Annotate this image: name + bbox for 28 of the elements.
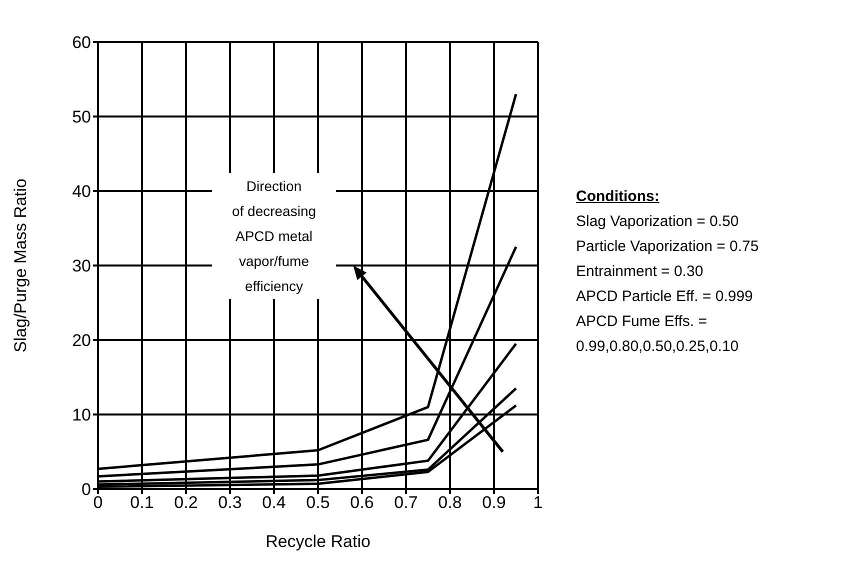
x-axis-title: Recycle Ratio (266, 532, 370, 551)
y-tick-label: 40 (72, 182, 91, 202)
x-tick-label: 0.4 (262, 493, 286, 512)
x-tick-label: 0 (93, 493, 103, 512)
x-tick-label: 0.9 (482, 493, 506, 512)
y-tick-label: 10 (72, 406, 91, 425)
x-tick-label: 0.8 (438, 493, 462, 512)
text: APCD Particle Eff. = 0.999 (576, 287, 754, 307)
y-tick-label: 0 (82, 480, 91, 500)
annotation: Direction of decreasing APCD metal vapor/fume efficiency (232, 178, 316, 294)
text: Entrainment = 0.30 (576, 262, 704, 282)
y-tick-label: 60 (72, 33, 91, 52)
text: Particle Vaporization = 0.75 (576, 237, 759, 257)
y-axis-title: Slag/Purge Mass Ratio (11, 178, 30, 352)
x-tick-label: 0.5 (306, 493, 330, 512)
y-tick-label: 20 (72, 331, 91, 350)
y-tick-label: 30 (72, 256, 91, 276)
text: Conditions: (576, 187, 660, 207)
x-tick-label: 0.7 (394, 493, 418, 512)
x-tick-label: 0.6 (350, 493, 374, 512)
text: APCD Fume Effs. = (576, 312, 708, 332)
text: Slag Vaporization = 0.50 (576, 212, 740, 232)
x-tick-label: 0.1 (130, 493, 154, 512)
y-tick-label: 50 (72, 108, 91, 127)
x-tick-label: 0.2 (174, 493, 198, 512)
x-tick-label: 0.3 (218, 493, 242, 512)
text: 0.99,0.80,0.50,0.25,0.10 (576, 337, 740, 357)
x-tick-label: 1 (533, 493, 543, 512)
